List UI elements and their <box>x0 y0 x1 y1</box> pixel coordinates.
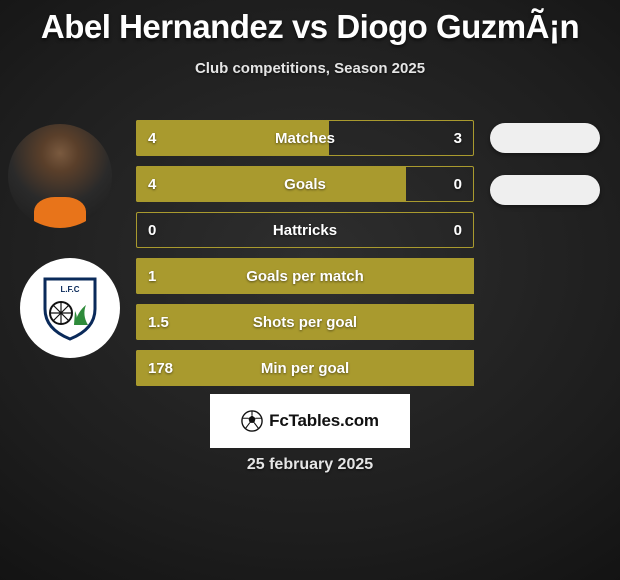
player2-pill-1 <box>490 123 600 153</box>
shield-icon: L.F.C <box>41 275 99 341</box>
stat-row: 1.5Shots per goal <box>136 304 474 340</box>
stat-row: 178Min per goal <box>136 350 474 386</box>
bar-fill <box>136 258 474 294</box>
source-logo: FcTables.com <box>210 394 410 448</box>
bar-fill <box>136 350 474 386</box>
svg-text:L.F.C: L.F.C <box>60 285 79 294</box>
stats-bars: 4Matches3 4Goals0 0Hattricks0 1Goals per ma… <box>136 120 474 396</box>
page-title: Abel Hernandez vs Diogo GuzmÃ¡n <box>0 0 620 46</box>
stat-row: 0Hattricks0 <box>136 212 474 248</box>
bar-background <box>136 212 474 248</box>
soccer-ball-icon <box>241 410 263 432</box>
date-text: 25 february 2025 <box>0 456 620 474</box>
stat-row: 1Goals per match <box>136 258 474 294</box>
club-badge: L.F.C <box>20 258 120 358</box>
player2-pill-2 <box>490 175 600 205</box>
subtitle: Club competitions, Season 2025 <box>0 60 620 77</box>
bar-fill <box>136 166 406 202</box>
stat-row: 4Goals0 <box>136 166 474 202</box>
bar-fill <box>136 304 474 340</box>
player-avatar <box>8 124 112 228</box>
logo-text: FcTables.com <box>269 411 379 431</box>
bar-fill <box>136 120 329 156</box>
content: Abel Hernandez vs Diogo GuzmÃ¡n Club com… <box>0 0 620 580</box>
stat-row: 4Matches3 <box>136 120 474 156</box>
